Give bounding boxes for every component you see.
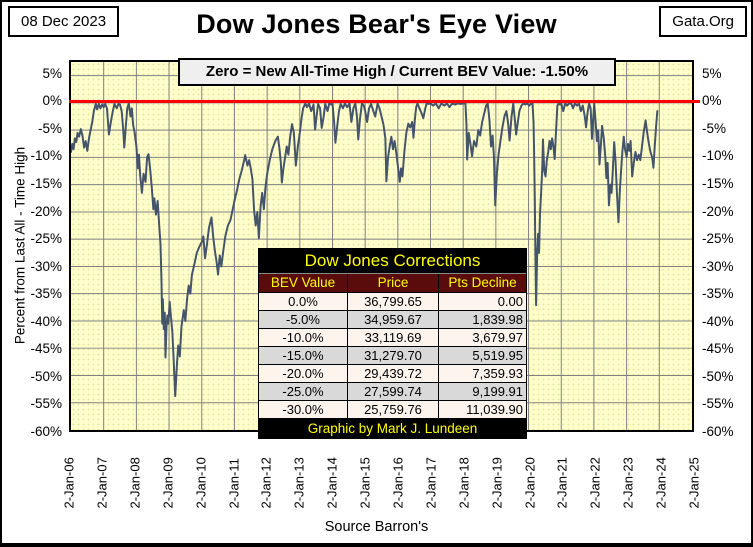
y-axis-tick-label: -30% (702, 258, 734, 274)
corrections-table: Dow Jones Corrections BEV Value Price Pt… (258, 248, 527, 439)
bev-value-cell: -25.0% (282, 384, 324, 399)
y-axis-tick-label: 0% (702, 93, 722, 109)
x-axis-tick-label: 2-Jan-17 (423, 457, 439, 509)
y-axis-tick-label: -60% (702, 424, 734, 439)
x-axis-tick-label: 2-Jan-19 (489, 457, 505, 509)
x-axis-tick-label: 2-Jan-22 (587, 457, 603, 509)
y-axis-tick-label: -15% (30, 176, 62, 191)
y-axis-tick-label: -35% (30, 286, 62, 302)
zero-line-banner: Zero = New All-Time High / Current BEV V… (178, 58, 616, 86)
y-axis-tick-label: -30% (30, 258, 62, 274)
y-axis-tick-label: -10% (702, 148, 734, 164)
y-axis-tick-label: -5% (37, 120, 62, 136)
pts-decline-cell: 9,199.91 (472, 384, 523, 399)
x-axis-tick-label: 2-Jan-18 (456, 457, 472, 509)
org-label: Gata.Org (672, 13, 734, 30)
x-axis-tick-label: 2-Jan-12 (258, 457, 274, 509)
x-axis-tick-label: 2-Jan-16 (390, 457, 406, 509)
y-axis-tick-label: -60% (30, 424, 62, 439)
pts-decline-cell: 7,359.93 (472, 366, 523, 381)
bev-value-cell: -10.0% (282, 330, 324, 345)
y-axis-tick-label: -15% (702, 176, 734, 191)
x-axis-tick-label: 2-Jan-07 (94, 457, 110, 509)
y-axis-tick-label: -40% (30, 313, 62, 329)
y-axis-tick-label: -55% (702, 396, 734, 412)
price-cell: 25,759.76 (347, 401, 439, 418)
y-axis-tick-label: 5% (702, 65, 722, 81)
y-axis-tick-label: -20% (30, 203, 62, 219)
price-cell: 36,799.65 (347, 293, 439, 310)
column-header-pts-decline: Pts Decline (448, 275, 517, 290)
table-row: -30.0% 25,759.76 11,039.90 (259, 400, 526, 418)
y-axis-tick-label: -25% (702, 231, 734, 247)
x-axis-tick-label: 2-Jan-24 (653, 457, 669, 509)
price-cell: 27,599.74 (347, 383, 439, 400)
y-axis-tick-label: -45% (702, 341, 734, 357)
x-axis-tick-label: 2-Jan-25 (686, 457, 702, 509)
y-axis-tick-label: -40% (702, 313, 734, 329)
price-cell: 34,959.67 (347, 311, 439, 328)
y-axis-tick-label: -45% (30, 341, 62, 357)
y-axis-tick-label: 0% (42, 93, 62, 109)
y-axis-tick-label: -25% (30, 231, 62, 247)
pts-decline-cell: 11,039.90 (466, 402, 523, 417)
pts-decline-cell: 0.00 (497, 294, 523, 309)
bev-value-cell: -5.0% (286, 312, 320, 327)
org-box: Gata.Org (659, 6, 747, 37)
x-axis-tick-label: 2-Jan-14 (324, 457, 340, 509)
y-axis-tick-label: 5% (42, 65, 62, 81)
x-axis-tick-label: 2-Jan-06 (61, 457, 77, 509)
x-axis-tick-label: 2-Jan-20 (522, 457, 537, 509)
price-cell: 29,439.72 (347, 365, 439, 382)
source-label: Source Barron's (324, 519, 429, 535)
pts-decline-cell: 5,519.95 (472, 348, 523, 363)
x-axis-tick-label: 2-Jan-21 (554, 457, 570, 509)
plot-area (69, 60, 694, 432)
bev-series-line (71, 102, 659, 398)
y-axis-tick-label: -55% (30, 396, 62, 412)
y-axis-tick-label: -10% (30, 148, 62, 164)
table-row: -10.0% 33,119.69 3,679.97 (259, 328, 526, 346)
bev-value-cell: 0.0% (288, 294, 318, 309)
price-cell: 33,119.69 (347, 329, 439, 346)
x-axis-tick-label: 2-Jan-11 (226, 458, 241, 509)
corrections-table-body: 0.0% 36,799.65 0.00 -5.0% 34,959.67 1,839.98-… (259, 292, 526, 418)
table-row: -5.0% 34,959.67 1,839.98 (259, 310, 526, 328)
bev-value-cell: -15.0% (282, 348, 324, 363)
x-axis-tick-label: 2-Jan-10 (193, 457, 209, 509)
column-header-bev-value: BEV Value (270, 275, 336, 290)
zero-percent-line (69, 100, 700, 103)
bev-value-cell: -30.0% (282, 402, 324, 417)
y-axis-tick-label: -5% (702, 120, 727, 136)
x-axis-tick-label: 2-Jan-08 (127, 457, 143, 509)
table-row: -15.0% 31,279.70 5,519.95 (259, 346, 526, 364)
y-axis-tick-label: -35% (702, 286, 734, 302)
table-row: 0.0% 36,799.65 0.00 (259, 292, 526, 310)
x-axis-tick-label: 2-Jan-23 (620, 457, 636, 509)
column-header-price: Price (347, 274, 439, 292)
y-axis-tick-label: -50% (30, 368, 62, 384)
pts-decline-cell: 3,679.97 (472, 330, 523, 345)
page-title: Dow Jones Bear's Eye View (196, 9, 557, 39)
x-axis-tick-label: 2-Jan-09 (160, 457, 176, 509)
pts-decline-cell: 1,839.98 (472, 312, 523, 327)
y-axis-tick-label: -20% (702, 203, 734, 219)
corrections-table-footer: Graphic by Mark J. Lundeen (259, 418, 526, 438)
date-box: 08 Dec 2023 (8, 6, 120, 37)
bev-value-cell: -20.0% (282, 366, 324, 381)
table-row: -25.0% 27,599.74 9,199.91 (259, 382, 526, 400)
corrections-table-header: BEV Value Price Pts Decline (259, 274, 526, 292)
y-axis-tick-label: -50% (702, 368, 734, 384)
corrections-table-title: Dow Jones Corrections (259, 249, 526, 274)
table-row: -20.0% 29,439.72 7,359.93 (259, 364, 526, 382)
x-axis-tick-label: 2-Jan-15 (357, 457, 373, 509)
price-cell: 31,279.70 (347, 347, 439, 364)
x-axis-tick-label: 2-Jan-13 (291, 457, 307, 509)
date-label: 08 Dec 2023 (21, 13, 107, 30)
